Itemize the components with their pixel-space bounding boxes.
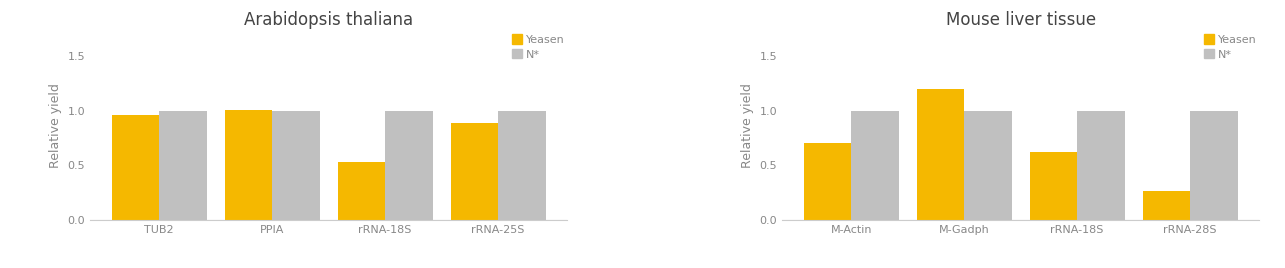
Bar [1077, 111, 1124, 220]
Bar [803, 143, 851, 220]
Y-axis label: Relative yield: Relative yield [741, 84, 754, 168]
Bar [386, 111, 433, 220]
Bar [225, 110, 272, 220]
Legend: Yeasen, N*: Yeasen, N* [1204, 34, 1257, 60]
Bar [112, 115, 159, 220]
Bar [964, 111, 1011, 220]
Bar [451, 123, 499, 220]
Title: Arabidopsis thaliana: Arabidopsis thaliana [244, 11, 414, 29]
Bar [1142, 191, 1190, 220]
Title: Mouse liver tissue: Mouse liver tissue [946, 11, 1096, 29]
Bar [338, 162, 386, 220]
Bar [1029, 152, 1077, 220]
Bar [851, 111, 898, 220]
Legend: Yeasen, N*: Yeasen, N* [511, 34, 565, 60]
Bar [499, 111, 546, 220]
Bar [916, 89, 964, 220]
Bar [272, 111, 320, 220]
Bar [1190, 111, 1237, 220]
Bar [159, 111, 207, 220]
Y-axis label: Relative yield: Relative yield [49, 84, 62, 168]
